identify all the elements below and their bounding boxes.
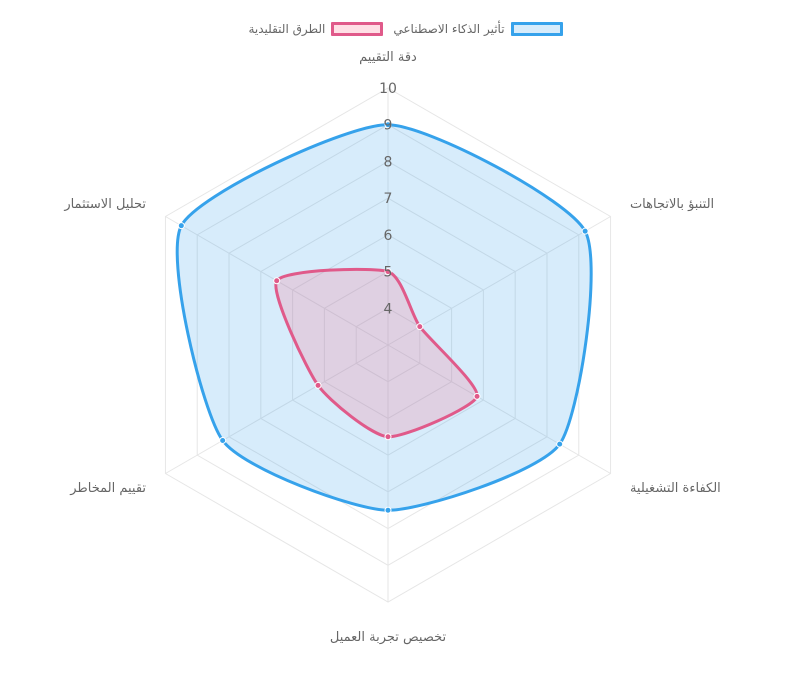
series-1-point-3 <box>384 433 392 441</box>
radar-axis-labels: دقة التقييم التنبؤ بالاتجاهات الكفاءة التش… <box>63 50 720 645</box>
series-1-point-2 <box>473 392 481 400</box>
axis-label-3: تخصيص تجربة العميل <box>330 630 447 645</box>
series-1-point-1 <box>416 323 424 331</box>
legend-label-ai: تأثير الذكاء الاصطناعي <box>393 22 505 36</box>
tick-label-8: 8 <box>384 154 393 170</box>
radar-ticks: 4 5 6 7 8 9 10 <box>379 81 397 317</box>
tick-label-6: 6 <box>384 228 393 244</box>
grid-spoke-4 <box>165 344 389 474</box>
tick-label-10: 10 <box>379 81 397 97</box>
axis-label-0: دقة التقييم <box>359 50 417 65</box>
chart-legend: الطرق التقليدية تأثير الذكاء الاصطناعي <box>0 22 811 36</box>
legend-label-traditional: الطرق التقليدية <box>248 22 326 36</box>
series-0-point-1 <box>581 227 589 235</box>
tick-label-4: 4 <box>384 301 393 317</box>
series-0-point-5 <box>177 222 185 230</box>
axis-label-1: التنبؤ بالاتجاهات <box>630 197 714 212</box>
legend-item-traditional[interactable]: الطرق التقليدية <box>248 22 384 36</box>
radar-series <box>175 121 593 514</box>
axis-label-4: تقييم المخاطر <box>69 481 146 496</box>
grid-spoke-2 <box>387 344 611 474</box>
legend-swatch-traditional <box>331 22 384 36</box>
tick-label-5: 5 <box>384 265 393 281</box>
tick-label-7: 7 <box>384 191 393 207</box>
legend-item-ai[interactable]: تأثير الذكاء الاصطناعي <box>393 22 563 36</box>
series-1-point-4 <box>314 381 322 389</box>
series-0-point-2 <box>556 440 564 448</box>
grid-spoke-1 <box>387 216 611 346</box>
axis-label-2: الكفاءة التشغيلية <box>630 481 721 496</box>
series-0-point-4 <box>219 436 227 444</box>
series-1-point-0 <box>384 268 392 276</box>
axis-label-5: تحليل الاستثمار <box>63 197 146 212</box>
series-0-point-3 <box>384 506 392 514</box>
legend-swatch-ai <box>510 22 563 36</box>
series-0-point-0 <box>384 121 392 129</box>
tick-label-9: 9 <box>384 118 393 134</box>
series-1-point-5 <box>273 277 281 285</box>
